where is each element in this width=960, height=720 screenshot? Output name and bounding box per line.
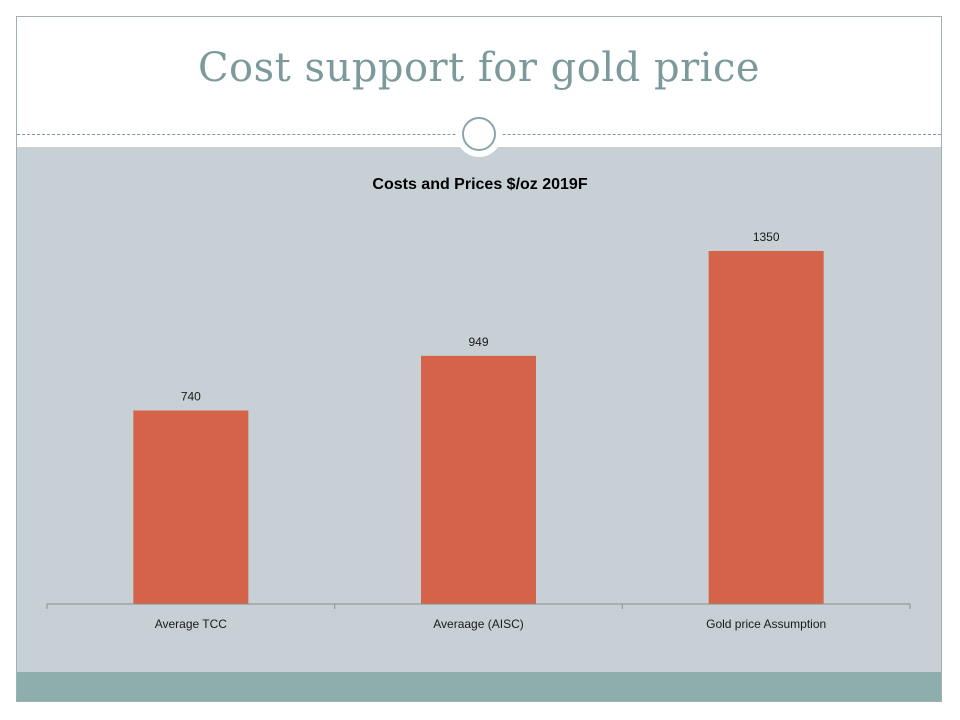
x-tick-label: Gold price Assumption <box>706 617 826 631</box>
slide-title: Cost support for gold price <box>197 45 761 91</box>
bar <box>421 355 536 604</box>
footer-band <box>17 672 941 701</box>
slide: Cost support for gold price Costs and Pr… <box>16 16 942 702</box>
bar-value-label: 949 <box>468 335 488 349</box>
bars-layer <box>133 250 824 604</box>
bar-chart: Costs and Prices $/oz 2019F 740 949 1350 A… <box>46 176 911 631</box>
data-labels-layer: 740 949 1350 <box>181 230 780 404</box>
circle-ornament-ring <box>462 117 496 151</box>
circle-ornament-icon <box>456 111 502 157</box>
x-tick-label: Average TCC <box>155 617 228 631</box>
bar-value-label: 740 <box>181 389 201 403</box>
bar-value-label: 1350 <box>753 230 780 244</box>
x-axis: Average TCC Averaage (AISC) Gold price Ass… <box>46 603 911 631</box>
bar <box>133 410 249 604</box>
bar <box>708 250 824 604</box>
chart-title: Costs and Prices $/oz 2019F <box>372 176 587 193</box>
x-tick-label: Averaage (AISC) <box>433 617 524 631</box>
